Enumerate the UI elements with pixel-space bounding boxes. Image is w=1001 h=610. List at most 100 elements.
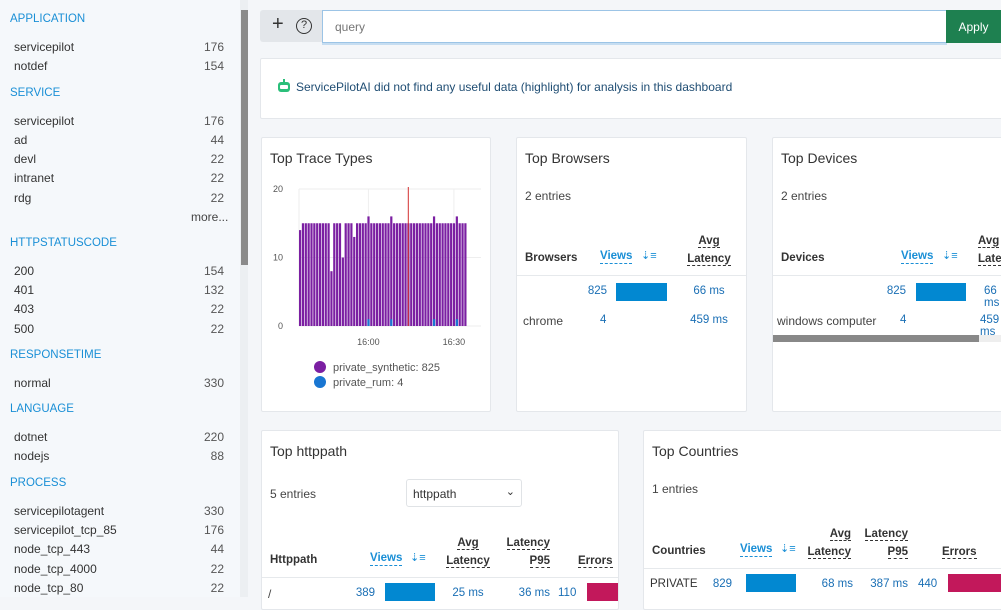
top-httppath-card: Top httppath 5 entries httppath ⌄ Httppat…	[261, 430, 619, 610]
errors-value[interactable]: 440	[918, 578, 938, 590]
filter-item[interactable]: 403 22	[14, 302, 224, 316]
filter-item[interactable]: servicepilot 176	[14, 114, 224, 128]
column-header-views[interactable]: Views	[600, 250, 633, 264]
sort-desc-icon[interactable]: ⇣≡	[780, 543, 796, 555]
errors-bar	[948, 574, 1001, 592]
bar-private-synthetic	[375, 223, 379, 326]
latency-value: 459 ms	[690, 314, 728, 326]
filter-item[interactable]: nodejs 88	[14, 449, 224, 463]
bar-private-synthetic	[390, 216, 393, 326]
filter-item[interactable]: node_tcp_4000 22	[14, 562, 224, 576]
column-header-httppath[interactable]: Httppath	[270, 554, 318, 566]
views-value[interactable]: 4	[600, 314, 607, 326]
filter-item[interactable]: ad 44	[14, 133, 224, 147]
filter-label: ad	[14, 133, 28, 147]
httppath-name[interactable]: /	[268, 587, 272, 601]
more-link[interactable]: more...	[191, 210, 229, 224]
group-title-responsetime[interactable]: RESPONSETIME	[10, 349, 102, 361]
browser-name[interactable]: chrome	[523, 314, 564, 328]
views-value[interactable]: 825	[886, 285, 906, 297]
device-name[interactable]: windows computer	[777, 314, 877, 328]
sort-desc-icon[interactable]: ⇣≡	[942, 250, 958, 262]
sort-desc-icon[interactable]: ⇣≡	[641, 250, 657, 262]
views-value[interactable]: 825	[587, 285, 607, 297]
bar-private-synthetic	[347, 223, 350, 326]
filter-item[interactable]: rdg 22	[14, 191, 224, 205]
filter-item[interactable]: servicepilotagent 330	[14, 504, 224, 518]
errors-bar	[587, 583, 618, 601]
plus-icon[interactable]: +	[272, 13, 284, 35]
filter-item[interactable]: node_tcp_443 44	[14, 542, 224, 556]
views-value[interactable]: 4	[900, 314, 907, 326]
column-header-views[interactable]: Views	[740, 543, 773, 557]
sidebar-scrollbar[interactable]	[240, 0, 248, 597]
column-header-errors[interactable]: Errors	[942, 546, 977, 559]
bar-private-synthetic	[373, 223, 376, 326]
column-header-views[interactable]: Views	[901, 250, 934, 264]
legend-label: private_rum: 4	[333, 377, 403, 389]
filter-item[interactable]: normal 330	[14, 376, 224, 390]
filter-item[interactable]: dotnet 220	[14, 430, 224, 444]
bar-private-synthetic	[435, 223, 438, 326]
ai-banner: ServicePilotAI did not find any useful d…	[260, 58, 1001, 119]
views-value[interactable]: 829	[712, 578, 732, 590]
sort-desc-icon[interactable]: ⇣≡	[410, 552, 426, 564]
filter-label: 401	[14, 283, 35, 297]
filter-item[interactable]: intranet 22	[14, 171, 224, 185]
filter-item[interactable]: servicepilot_tcp_85 176	[14, 523, 224, 537]
group-title-service[interactable]: SERVICE	[10, 87, 61, 99]
bar-private-rum	[390, 319, 393, 326]
bar-private-synthetic	[432, 216, 436, 326]
legend-label: private_synthetic: 825	[333, 362, 440, 374]
question-circle-icon[interactable]: ?	[296, 18, 312, 34]
column-header-latency-p95[interactable]: Latency P95	[506, 537, 550, 568]
sidebar-scrollbar-thumb[interactable]	[241, 10, 248, 265]
filter-item[interactable]: 401 132	[14, 283, 224, 297]
filter-count: 176	[203, 40, 224, 54]
column-header-errors[interactable]: Errors	[578, 555, 613, 568]
entries-count: 1 entries	[652, 482, 699, 496]
filter-item[interactable]: servicepilot 176	[14, 40, 224, 54]
column-header-browsers[interactable]: Browsers	[525, 252, 578, 264]
column-header-devices[interactable]: Devices	[781, 252, 825, 264]
bar-private-synthetic	[353, 236, 356, 326]
filter-count: 22	[210, 562, 224, 576]
query-input[interactable]	[322, 10, 947, 43]
group-title-httpstatuscode[interactable]: HTTPSTATUSCODE	[10, 237, 117, 249]
column-header-countries[interactable]: Countries	[652, 545, 706, 557]
filter-count: 44	[210, 133, 224, 147]
top-browsers-card: Top Browsers 2 entries Browsers Views ⇣≡…	[516, 137, 747, 412]
filter-item[interactable]: devl 22	[14, 152, 224, 166]
group-title-language[interactable]: LANGUAGE	[10, 403, 74, 415]
views-value[interactable]: 389	[355, 587, 375, 599]
ai-banner-text: ServicePilotAI did not find any useful d…	[296, 80, 733, 94]
table-hscrollbar-thumb[interactable]	[773, 335, 979, 342]
filter-count: 22	[210, 191, 224, 205]
filter-label: node_tcp_443	[14, 542, 91, 556]
top-countries-card: Top Countries 1 entries Countries Views …	[643, 430, 1001, 610]
errors-value[interactable]: 110	[558, 587, 577, 599]
latency-value: 68 ms	[821, 578, 853, 590]
column-header-latency-p95[interactable]: Latency P95	[864, 528, 908, 559]
bar-private-synthetic	[344, 223, 347, 326]
filter-item[interactable]: 200 154	[14, 264, 224, 278]
group-title-process[interactable]: PROCESS	[10, 477, 67, 489]
group-title-application[interactable]: APPLICATION	[10, 13, 86, 25]
legend-swatch	[314, 376, 326, 388]
filter-item[interactable]: node_tcp_80 22	[14, 581, 224, 595]
apply-button[interactable]: Apply	[946, 10, 1001, 43]
country-name[interactable]: PRIVATE	[650, 578, 698, 590]
column-header-views[interactable]: Views	[370, 552, 403, 566]
group-by-select[interactable]: httppath ⌄	[406, 479, 522, 507]
bar-private-rum	[455, 319, 458, 326]
filter-item[interactable]: 500 22	[14, 322, 224, 336]
y-tick-label: 10	[273, 253, 283, 263]
bar-private-synthetic	[395, 223, 399, 326]
filter-item[interactable]: notdef 154	[14, 59, 224, 73]
bar-private-synthetic	[301, 223, 305, 326]
bar-private-synthetic	[387, 223, 390, 326]
